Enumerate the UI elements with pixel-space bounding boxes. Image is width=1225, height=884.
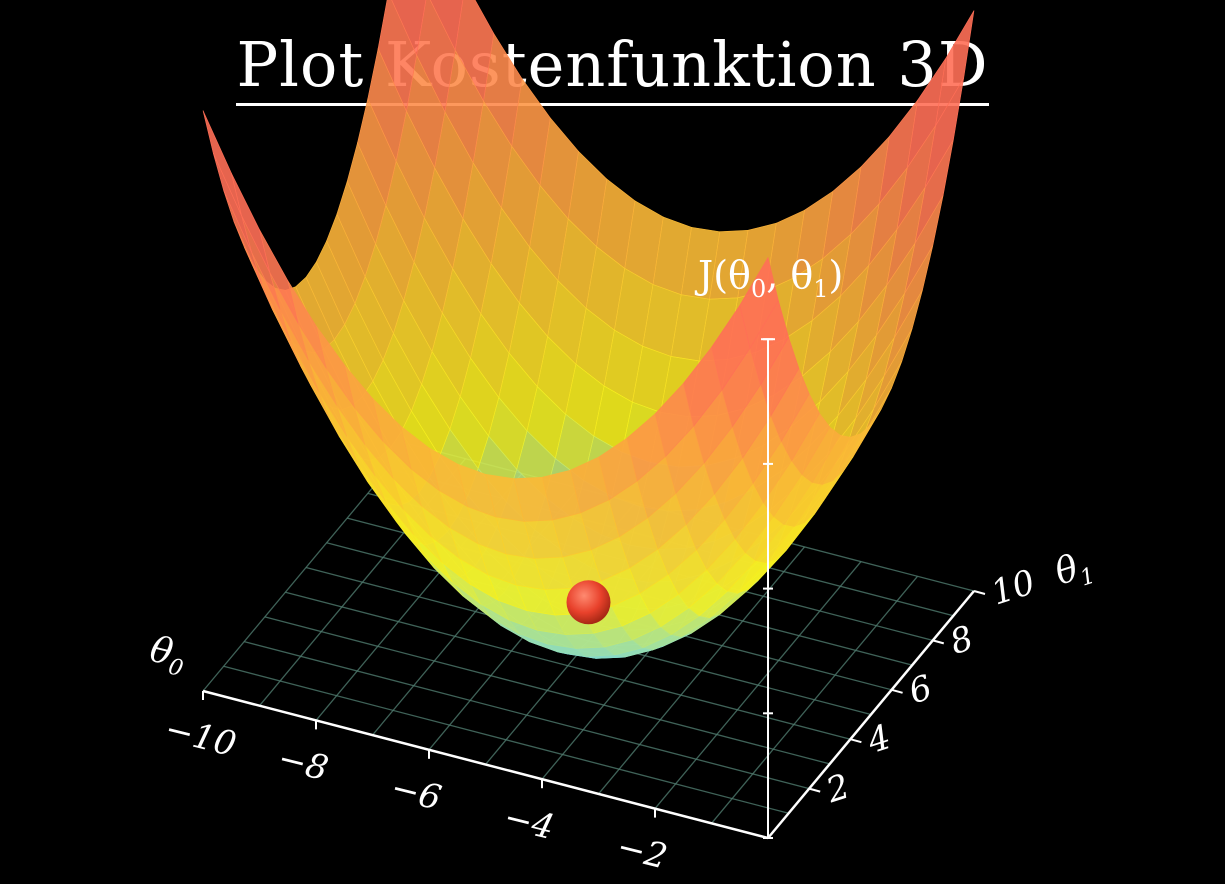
- theta1-tick-label: 4: [862, 717, 896, 762]
- chart-title-text: Plot Kostenfunktion 3D: [236, 28, 989, 106]
- cost-surface: [202, 0, 975, 659]
- theta0-tick-label: −4: [500, 797, 558, 848]
- grid-line: [244, 640, 810, 790]
- surface-patch: [202, 110, 242, 216]
- axes: [202, 338, 986, 840]
- chart-title: Plot Kostenfunktion 3D: [0, 28, 1225, 106]
- theta0-tick-label: −10: [161, 709, 240, 765]
- theta1-tick: [973, 590, 986, 595]
- theta1-axis-line: [767, 590, 975, 839]
- theta1-tick: [891, 688, 903, 694]
- marker-ball: [566, 580, 611, 625]
- theta0-tick-label: −2: [613, 827, 671, 878]
- theta1-tick: [808, 787, 821, 793]
- theta1-tick: [850, 738, 862, 744]
- theta1-tick-label: 8: [945, 618, 978, 663]
- theta0-tick-label: −6: [387, 768, 445, 819]
- theta0-tick-label: −8: [274, 738, 332, 789]
- theta1-tick-label: 6: [904, 668, 937, 713]
- marker-layer: [566, 580, 611, 625]
- grid-line: [285, 591, 851, 740]
- theta0-axis-label: θ0: [145, 629, 191, 682]
- theta1-tick-label: 2: [821, 766, 855, 811]
- z-axis-label: J(θ0, θ1): [694, 253, 843, 303]
- grid-line: [264, 616, 830, 765]
- theta0-axis-line: [202, 689, 769, 840]
- grid-line: [223, 665, 789, 814]
- theta1-tick: [932, 639, 945, 645]
- theta1-axis-label: θ1: [1050, 543, 1098, 598]
- theta1-tick-label: 10: [986, 562, 1040, 613]
